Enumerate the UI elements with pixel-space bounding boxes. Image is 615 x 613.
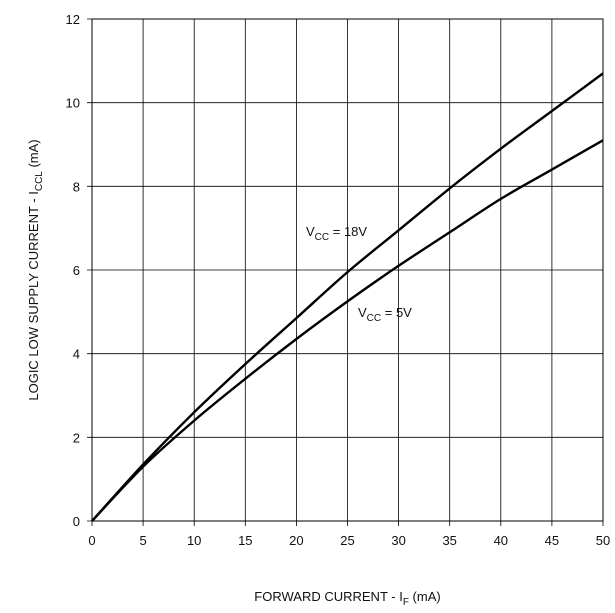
x-tick-label: 35: [442, 533, 456, 548]
y-tick-label: 0: [73, 514, 80, 529]
series-line-vcc-5v: [91, 139, 604, 522]
x-tick-labels: 0 5 10 15 20 25 30 35 40 45 50: [88, 533, 610, 548]
series-line-vcc-18v: [91, 72, 604, 522]
x-tick-label: 20: [289, 533, 303, 548]
y-tick-label: 10: [66, 96, 80, 111]
x-axis-label: FORWARD CURRENT - IF (mA): [254, 589, 440, 608]
series-label-vcc-18v: VCC = 18V: [306, 224, 367, 243]
x-tick-label: 5: [139, 533, 146, 548]
plot-frame: [91, 18, 604, 522]
y-tick-label: 4: [73, 347, 80, 362]
x-tick-label: 10: [187, 533, 201, 548]
x-tick-label: 50: [596, 533, 610, 548]
x-tick-label: 40: [494, 533, 508, 548]
x-tick-label: 0: [88, 533, 95, 548]
x-tick-label: 30: [391, 533, 405, 548]
x-tick-label: 45: [545, 533, 559, 548]
series-lines: [91, 72, 604, 522]
y-axis-label: LOGIC LOW SUPPLY CURRENT - ICCL (mA): [26, 139, 45, 400]
grid: [87, 18, 604, 526]
y-tick-label: 2: [73, 430, 80, 445]
x-tick-label: 25: [340, 533, 354, 548]
x-tick-label: 15: [238, 533, 252, 548]
y-tick-label: 12: [66, 12, 80, 27]
y-tick-labels: 0 2 4 6 8 10 12: [66, 12, 80, 529]
y-tick-label: 6: [73, 263, 80, 278]
y-tick-label: 8: [73, 179, 80, 194]
series-label-vcc-5v: VCC = 5V: [358, 305, 412, 324]
